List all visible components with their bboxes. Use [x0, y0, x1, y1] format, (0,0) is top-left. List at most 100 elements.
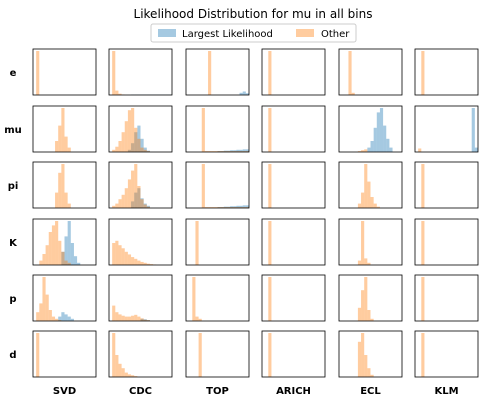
panel-frame: [414, 105, 479, 153]
bar-other-7: [131, 108, 135, 152]
legend-frame: [150, 23, 357, 43]
bar-other-11: [143, 204, 147, 208]
bar-other-10: [370, 197, 374, 208]
bar-other-5: [124, 316, 128, 321]
bar-largest-9: [61, 312, 65, 321]
bar-other-4: [121, 315, 125, 321]
bar-largest-13: [226, 150, 231, 152]
bar-other-7: [131, 257, 135, 265]
legend-label-other: Other: [321, 29, 350, 40]
row-label-e: e: [10, 68, 17, 79]
bar-other-1: [36, 333, 40, 377]
bar-other-5: [124, 188, 128, 208]
bar-other-3: [118, 245, 122, 265]
bar-largest-9: [61, 251, 65, 265]
bar-other-9: [214, 207, 218, 208]
bar-largest-12: [223, 206, 227, 208]
bar-other-2: [421, 277, 425, 321]
bar-other-2: [421, 333, 425, 377]
bar-other-11: [143, 262, 147, 265]
bar-other-8: [134, 376, 138, 377]
bar-other-2: [268, 51, 272, 95]
bar-other-3: [118, 141, 122, 152]
panel-k-top: [185, 218, 250, 266]
bar-other-1: [112, 205, 116, 208]
panel-frame: [414, 274, 479, 322]
bar-other-6: [204, 207, 209, 208]
panel-p-arich: [261, 274, 326, 322]
bar-largest-13: [379, 108, 384, 152]
bar-other-7: [131, 170, 135, 208]
bar-other-2: [421, 164, 425, 208]
bar-other-11: [143, 149, 147, 152]
bar-other-7: [55, 141, 59, 152]
bar-other-2: [39, 303, 43, 321]
bar-other-11: [220, 151, 224, 152]
bar-other-6: [127, 179, 132, 208]
panel-frame: [108, 218, 173, 266]
row-label-d: d: [9, 350, 16, 361]
panel-frame: [185, 48, 250, 96]
bar-largest-10: [64, 314, 68, 321]
bar-other-2: [268, 277, 272, 321]
legend-swatch-largest: [158, 29, 176, 37]
bar-largest-19: [474, 147, 478, 152]
bar-other-11: [220, 207, 224, 208]
bar-other-9: [137, 316, 141, 321]
panel-frame: [261, 330, 326, 378]
bar-other-2: [421, 51, 425, 95]
bar-largest-17: [239, 205, 243, 208]
panel-d-svd: [32, 330, 97, 378]
panel-frame: [261, 161, 326, 209]
bar-other-10: [140, 199, 144, 208]
panel-frame: [185, 274, 250, 322]
bar-other-7: [131, 375, 135, 377]
bar-largest-15: [233, 206, 237, 208]
panel-pi-top: [185, 161, 250, 209]
bar-largest-10: [140, 138, 144, 152]
bar-largest-18: [242, 149, 246, 152]
bar-other-9: [61, 251, 65, 265]
bar-other-10: [140, 318, 144, 321]
panel-pi-arich: [261, 161, 326, 209]
bar-other-11: [373, 203, 377, 208]
bar-other-6: [127, 254, 132, 265]
bar-largest-19: [245, 149, 249, 152]
bar-largest-9: [367, 147, 371, 152]
bar-largest-14: [383, 125, 387, 152]
col-label-svd: SVD: [53, 386, 76, 397]
panel-k-cdc: [108, 218, 173, 266]
bar-other-5: [201, 164, 205, 208]
bar-other-14: [230, 207, 234, 208]
col-label-klm: KLM: [434, 386, 458, 397]
bar-other-6: [357, 203, 362, 208]
bar-other-17: [239, 151, 243, 152]
bar-other-5: [124, 251, 128, 265]
bar-largest-13: [73, 256, 78, 265]
panel-pi-svd: [32, 161, 97, 209]
bar-largest-14: [230, 150, 234, 152]
bar-other-9: [214, 151, 218, 152]
bar-largest-17: [239, 149, 243, 152]
bar-other-5: [201, 108, 205, 152]
bar-largest-19: [245, 205, 249, 208]
bar-largest-9: [137, 188, 141, 208]
bar-other-12: [376, 206, 380, 208]
panel-pi-cdc: [108, 161, 173, 209]
panel-frame: [338, 161, 403, 209]
panel-e-arich: [261, 48, 326, 96]
bar-other-7: [208, 151, 212, 152]
bar-largest-11: [220, 151, 224, 152]
row-label-p: p: [9, 294, 16, 305]
panel-frame: [338, 48, 403, 96]
row-label-mu: mu: [4, 125, 22, 136]
bar-other-3: [195, 221, 199, 265]
bar-other-2: [268, 164, 272, 208]
bar-other-19: [245, 151, 249, 152]
bar-largest-14: [77, 262, 81, 265]
bar-other-19: [245, 207, 249, 208]
bar-other-2: [421, 221, 425, 265]
bar-other-4: [121, 248, 125, 265]
bar-largest-10: [64, 236, 68, 265]
bar-other-3: [118, 199, 122, 208]
